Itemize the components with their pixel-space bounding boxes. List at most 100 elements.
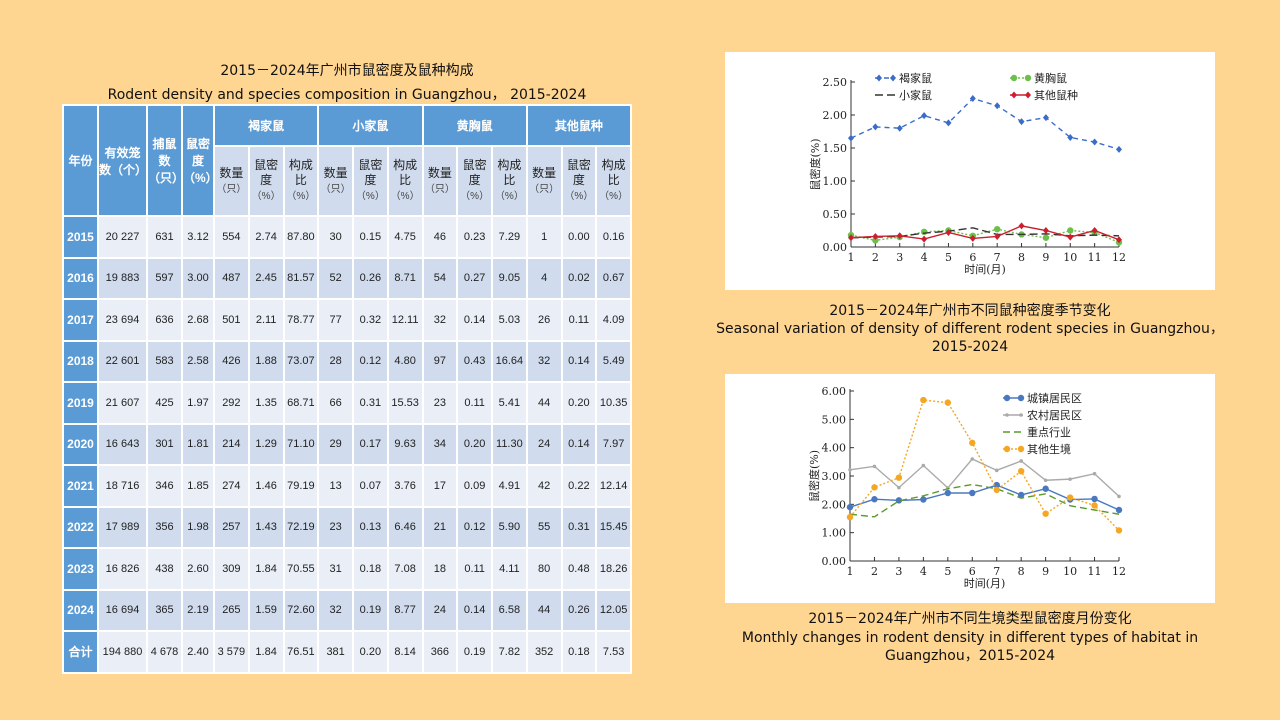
table-cell: 2.68 — [181, 298, 215, 342]
table-cell: 70.55 — [282, 547, 320, 591]
table-cell: 11.30 — [491, 422, 528, 466]
subheader-unit: （%） — [390, 191, 420, 202]
data-point — [1010, 74, 1018, 82]
x-tick-label: 10 — [1063, 565, 1077, 578]
row-year: 2023 — [62, 547, 99, 591]
table-cell: 0.11 — [456, 381, 493, 425]
y-tick-label: 1.00 — [823, 175, 848, 188]
data-point — [848, 234, 854, 242]
data-point — [848, 134, 854, 142]
data-point — [1042, 510, 1049, 517]
table-cell: 72.60 — [282, 588, 320, 632]
table-cell: 81.57 — [282, 256, 320, 300]
data-point — [871, 496, 878, 503]
table-cell: 4 678 — [146, 630, 183, 674]
table-cell: 32 — [421, 298, 459, 342]
subheader: 鼠密度 （%） — [456, 145, 493, 217]
table-cell: 265 — [213, 588, 250, 632]
x-tick-label: 1 — [847, 565, 854, 578]
table-cell: 0.23 — [456, 215, 493, 259]
y-tick-label: 0.00 — [823, 241, 848, 254]
table-cell: 2.74 — [247, 215, 285, 259]
x-tick-label: 1 — [848, 251, 855, 264]
subheader: 数量 （只） — [213, 145, 250, 217]
table-cell: 346 — [146, 464, 183, 508]
series-2: 重点行业 — [849, 425, 1120, 518]
data-point — [1092, 471, 1097, 476]
table-cell: 6.46 — [386, 505, 424, 549]
table-cell: 0.20 — [352, 630, 389, 674]
data-point — [1091, 495, 1098, 503]
data-point — [994, 232, 1001, 240]
table-cell: 16 826 — [97, 547, 148, 591]
data-point — [895, 497, 903, 504]
table-row: 2023 16 826 438 2.60 309 1.84 70.55 31 0.18 7.08 1… — [62, 547, 632, 591]
table-cell: 5.03 — [491, 298, 528, 342]
subheader-label: 构成比 — [288, 158, 313, 187]
series-line — [849, 484, 1120, 511]
y-axis-label: 鼠密度(%) — [807, 450, 821, 502]
table-cell: 72.19 — [282, 505, 320, 549]
data-point — [872, 123, 879, 131]
series-line — [850, 225, 1120, 241]
table-cell: 7.29 — [491, 215, 528, 259]
table-cell: 0.26 — [560, 588, 598, 632]
series-3: 其他鼠种 — [848, 88, 1122, 244]
data-point — [1005, 413, 1009, 417]
table-cell: 0.18 — [352, 547, 389, 591]
table-cell: 301 — [146, 422, 183, 466]
table-cell: 292 — [213, 381, 250, 425]
table-cell: 7.53 — [595, 630, 632, 674]
table-cell: 18 716 — [97, 464, 148, 508]
data-point — [895, 474, 903, 481]
data-point — [1115, 506, 1123, 514]
data-point — [872, 232, 879, 240]
table-cell: 4 — [525, 256, 563, 300]
table-cell: 0.13 — [352, 505, 389, 549]
table-cell: 5.90 — [491, 505, 528, 549]
y-tick-label: 4.00 — [822, 442, 847, 455]
x-tick-label: 10 — [1063, 251, 1077, 264]
legend-label: 其他生境 — [1027, 442, 1071, 456]
table-cell: 30 — [317, 215, 354, 259]
chart2-caption-cn: 2015－2024年广州市不同生境类型鼠密度月份变化 — [808, 611, 1132, 627]
subheader-unit: （只） — [424, 183, 455, 195]
data-point — [993, 225, 1001, 233]
y-tick-label: 1.50 — [823, 142, 848, 155]
table-cell: 76.51 — [282, 630, 320, 674]
table-cell: 2.58 — [181, 339, 215, 383]
header-species: 褐家鼠 — [212, 104, 320, 147]
data-point — [970, 457, 975, 461]
data-point — [1116, 145, 1122, 153]
table-row: 2015 20 227 631 3.12 554 2.74 87.80 30 0.15 4.75 4… — [62, 215, 632, 259]
row-year: 2018 — [62, 339, 99, 383]
subheader: 构成比 （%） — [282, 145, 320, 217]
table-cell: 0.43 — [456, 339, 493, 383]
table-cell: 3.00 — [181, 256, 215, 300]
table-cell: 6.58 — [491, 588, 528, 632]
table-cell: 0.14 — [560, 422, 598, 466]
x-tick-label: 3 — [895, 565, 902, 578]
x-tick-label: 2 — [872, 251, 879, 264]
table-cell: 87.80 — [282, 215, 320, 259]
subheader-label: 鼠密度 — [358, 158, 383, 187]
subheader-label: 鼠密度 — [566, 158, 591, 187]
table-cell: 18 — [421, 547, 459, 591]
legend-label: 黄胸鼠 — [1034, 71, 1067, 85]
subheader: 鼠密度 （%） — [352, 145, 389, 217]
y-tick-label: 0.00 — [822, 555, 847, 568]
subheader: 鼠密度 （%） — [247, 145, 285, 217]
header-year: 年份 — [62, 104, 99, 217]
table-cell: 0.12 — [456, 505, 493, 549]
subheader: 构成比 （%） — [491, 145, 528, 217]
data-point — [1042, 485, 1049, 492]
y-tick-label: 0.50 — [823, 208, 848, 221]
series-line — [850, 97, 1120, 150]
table-row: 2017 23 694 636 2.68 501 2.11 78.77 77 0.32 12.11… — [62, 298, 632, 342]
table-cell: 0.17 — [352, 422, 389, 466]
legend-label: 其他鼠种 — [1034, 88, 1078, 102]
subheader-unit: （%） — [286, 191, 316, 202]
header-cages: 有效笼数（个） — [97, 104, 148, 217]
data-point — [1066, 494, 1074, 501]
table-cell: 1.88 — [247, 339, 285, 383]
